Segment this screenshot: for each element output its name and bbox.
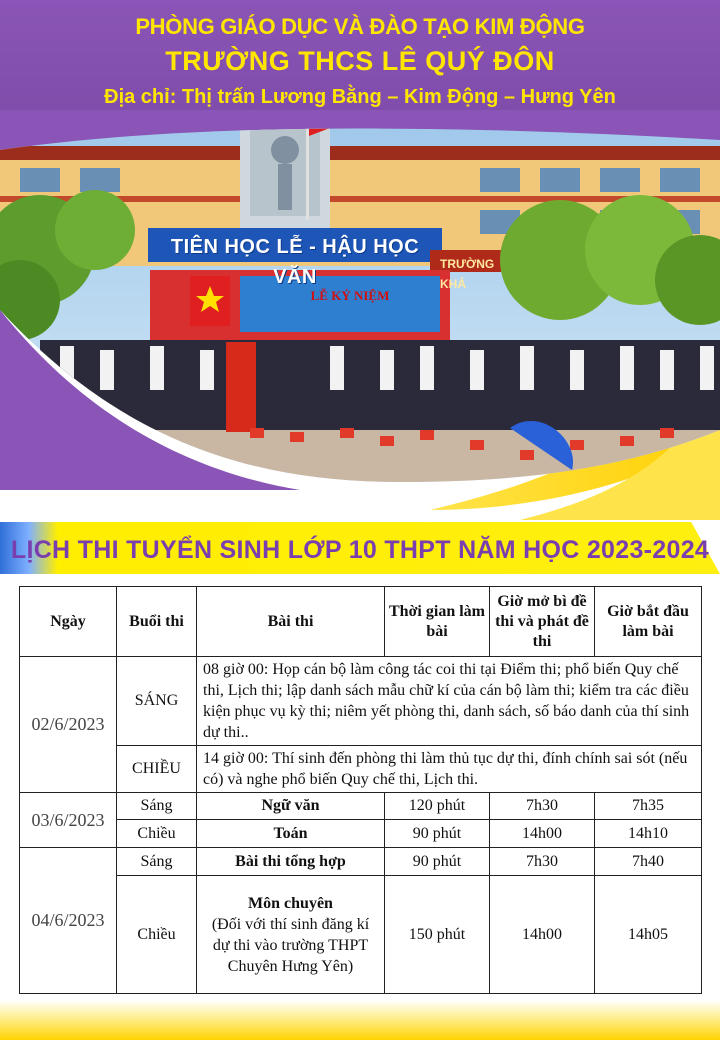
school-photo: TIÊN HỌC LỄ - HẬU HỌC VĂN TRƯỜNG KHẢ LỄ … xyxy=(0,110,720,530)
photo-banner-text: TIÊN HỌC LỄ - HẬU HỌC VĂN xyxy=(170,236,420,288)
school-photo-illustration xyxy=(0,110,720,530)
table-row: 04/6/2023 Sáng Bài thi tổng hợp 90 phút … xyxy=(19,847,702,994)
session-cell: SÁNG xyxy=(116,656,197,746)
open-time-cell: 14h00 xyxy=(489,875,595,994)
school-address: Địa chỉ: Thị trấn Lương Bằng – Kim Động … xyxy=(104,86,616,108)
table-row: CHIỀU 14 giờ 00: Thí sinh đến phòng thi … xyxy=(20,745,702,793)
school-name: TRƯỜNG THCS LÊ QUÝ ĐÔN xyxy=(165,46,555,76)
session-cell: Sáng xyxy=(116,792,197,820)
date-cell: 03/6/2023 xyxy=(19,792,117,848)
exam-cell: Môn chuyên (Đối với thí sinh đăng kí dự … xyxy=(196,875,385,994)
table-row: 02/6/2023 SÁNG 08 giờ 00: Họp cán bộ làm… xyxy=(19,656,702,793)
open-time-cell: 7h30 xyxy=(489,792,595,820)
duration-cell: 90 phút xyxy=(384,847,490,876)
duration-cell: 90 phút xyxy=(384,819,490,848)
photo-stage-text: LỄ KỶ NIỆM xyxy=(310,288,390,303)
header-exam: Bài thi xyxy=(196,586,385,657)
header-start-time: Giờ bắt đầu làm bài xyxy=(594,586,702,657)
note-cell: 14 giờ 00: Thí sinh đến phòng thi làm th… xyxy=(196,745,702,793)
header-date: Ngày xyxy=(19,586,117,657)
open-time-cell: 7h30 xyxy=(489,847,595,876)
session-cell: Chiều xyxy=(116,875,197,994)
header-duration: Thời gian làm bài xyxy=(384,586,490,657)
table-row: 03/6/2023 Sáng Ngữ văn 120 phút 7h30 7h3… xyxy=(19,792,702,848)
table-row: Chiều Môn chuyên (Đối với thí sinh đăng … xyxy=(20,875,702,994)
start-time-cell: 14h05 xyxy=(594,875,702,994)
duration-cell: 150 phút xyxy=(384,875,490,994)
bottom-decor-band xyxy=(0,1000,720,1040)
start-time-cell: 14h10 xyxy=(594,819,702,848)
date-cell: 04/6/2023 xyxy=(19,847,117,994)
table-row: Chiều Toán 90 phút 14h00 14h10 xyxy=(20,819,702,848)
table-header-row: Ngày Buổi thi Bài thi Thời gian làm bài … xyxy=(19,586,702,657)
header-session: Buổi thi xyxy=(116,586,197,657)
exam-note: (Đối với thí sinh đăng kí dự thi vào trư… xyxy=(211,915,370,975)
open-time-cell: 14h00 xyxy=(489,819,595,848)
header-open-time: Giờ mở bì đề thi và phát đề thi xyxy=(489,586,595,657)
start-time-cell: 7h40 xyxy=(594,847,702,876)
exam-cell: Toán xyxy=(196,819,385,848)
exam-cell: Ngữ văn xyxy=(196,792,385,820)
start-time-cell: 7h35 xyxy=(594,792,702,820)
date-cell: 02/6/2023 xyxy=(19,656,117,793)
exam-schedule-table: Ngày Buổi thi Bài thi Thời gian làm bài … xyxy=(19,586,702,994)
photo-banner-right-text: TRƯỜNG KHẢ xyxy=(440,257,495,291)
exam-name: Môn chuyên xyxy=(248,894,333,912)
session-cell: CHIỀU xyxy=(116,745,197,793)
note-cell: 08 giờ 00: Họp cán bộ làm công tác coi t… xyxy=(196,656,702,746)
title-strip xyxy=(0,522,720,574)
session-cell: Sáng xyxy=(116,847,197,876)
session-cell: Chiều xyxy=(116,819,197,848)
exam-cell: Bài thi tổng hợp xyxy=(196,847,385,876)
schedule-title: LỊCH THI TUYỂN SINH LỚP 10 THPT NĂM HỌC … xyxy=(10,536,710,564)
duration-cell: 120 phút xyxy=(384,792,490,820)
department-name: PHÒNG GIÁO DỤC VÀ ĐÀO TẠO KIM ĐỘNG xyxy=(135,14,585,39)
